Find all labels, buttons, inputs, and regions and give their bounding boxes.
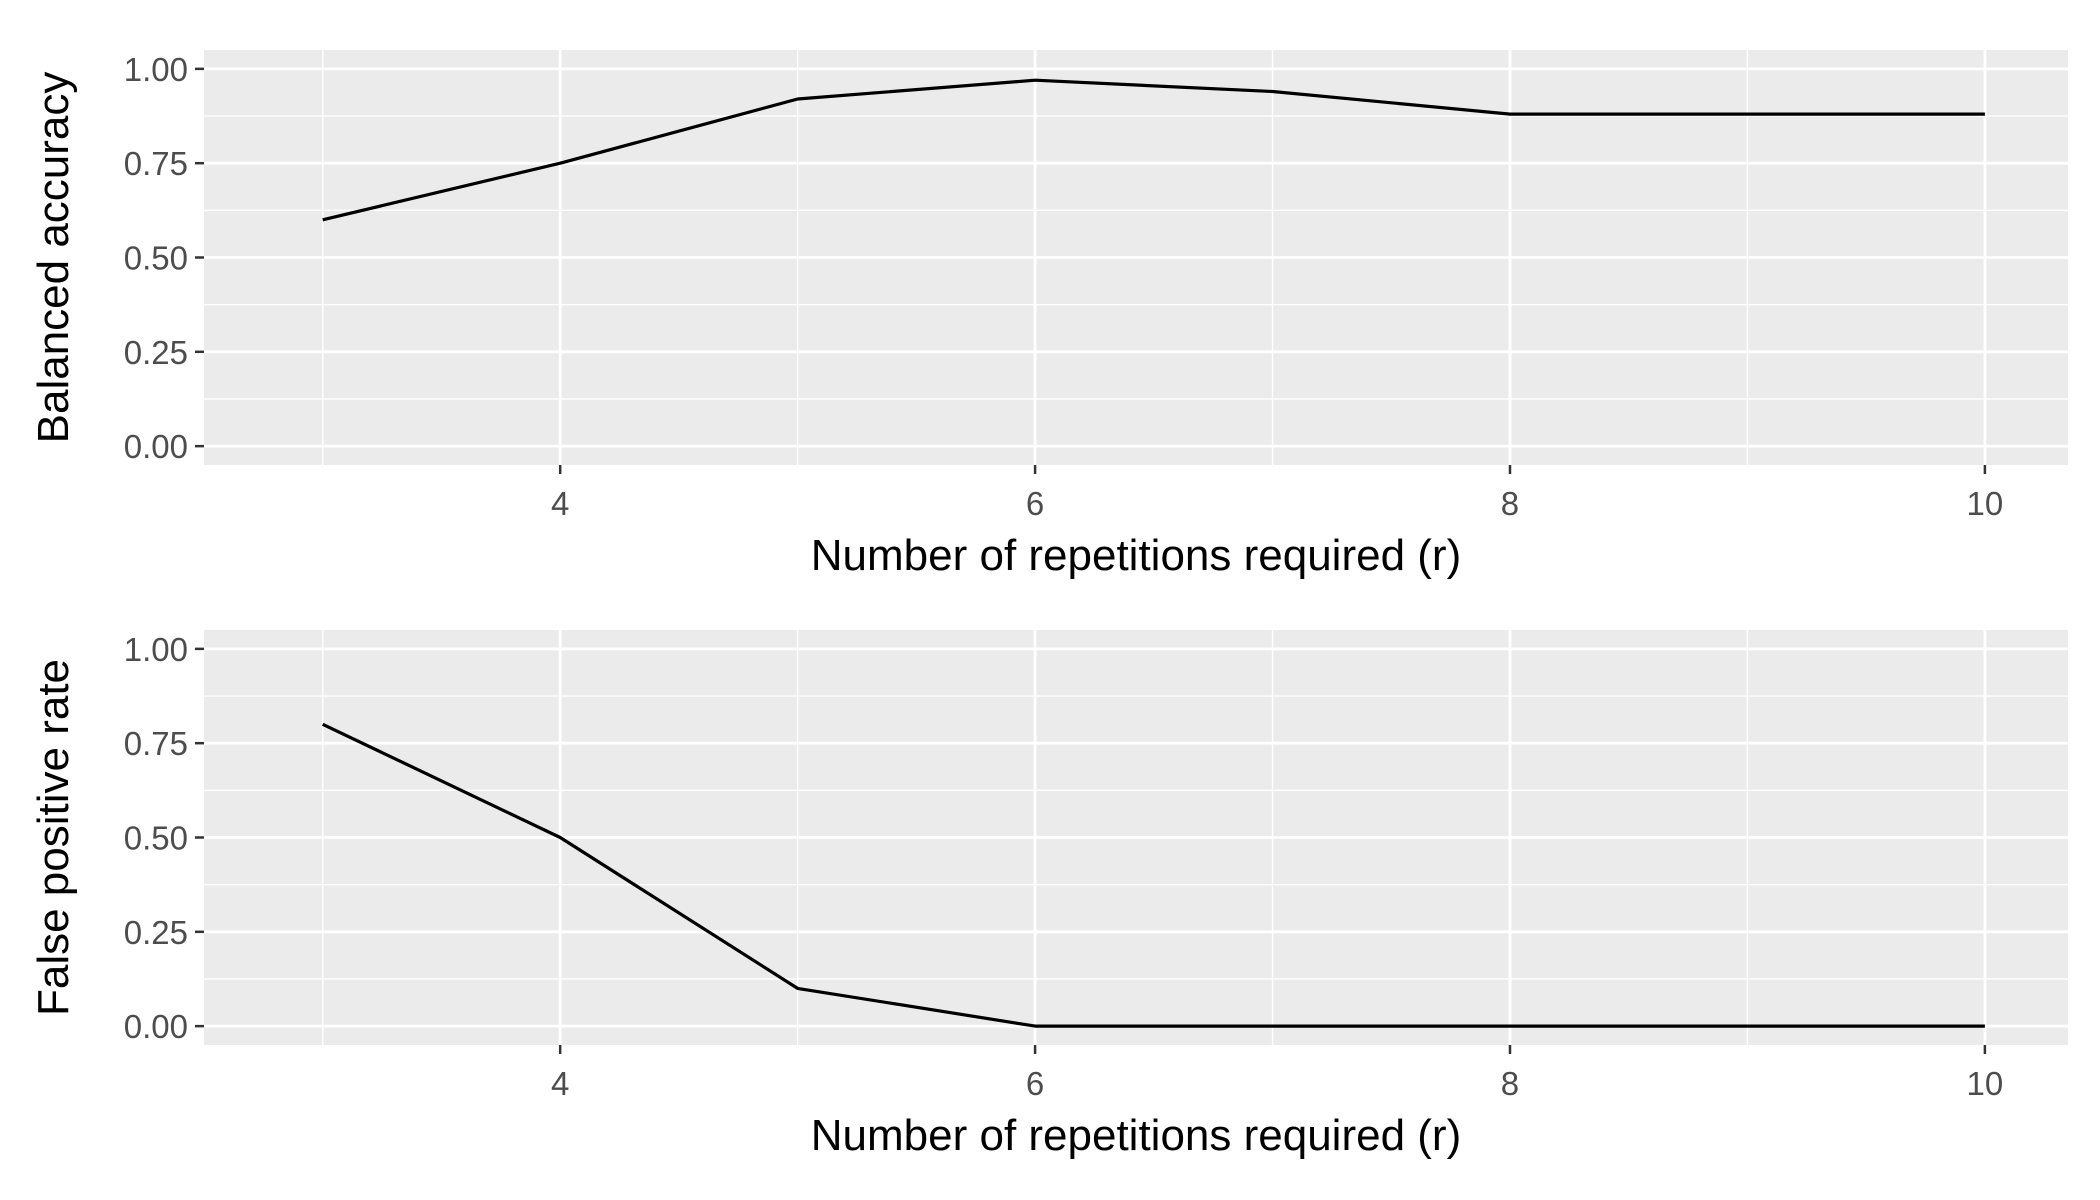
x-tick-label: 10 [1967,1065,2004,1102]
series-line [322,78,1985,222]
chart-panel-1: 0.00 0.25 0.50 0.75 1.00 4 6 8 10 Number of repet… [29,50,2068,580]
y-tick-label: 0.75 [124,725,188,762]
series-line [322,722,1985,1028]
y-tick-label: 1.00 [124,51,188,88]
x-tick-label: 8 [1501,485,1519,522]
chart-panel-2: 0.00 0.25 0.50 0.75 1.00 4 6 8 10 Number of repet… [29,630,2068,1160]
y-axis-title: Balanced accuracy [29,72,78,444]
x-tick-label: 6 [1026,485,1044,522]
x-axis-title: Number of repetitions required (r) [811,1111,1461,1160]
y-tick-label: 0.25 [124,334,188,371]
x-tick-label: 4 [551,485,569,522]
x-tick-label: 6 [1026,1065,1044,1102]
y-tick-label: 0.25 [124,914,188,951]
x-tick-label: 10 [1967,485,2004,522]
y-tick-label: 0.75 [124,145,188,182]
y-tick-label: 0.00 [124,428,188,465]
y-tick-label: 0.00 [124,1008,188,1045]
x-tick-label: 4 [551,1065,569,1102]
y-tick-label: 0.50 [124,240,188,277]
x-tick-label: 8 [1501,1065,1519,1102]
y-tick-label: 1.00 [124,631,188,668]
x-axis-title: Number of repetitions required (r) [811,531,1461,580]
y-axis-title: False positive rate [29,659,78,1016]
y-tick-label: 0.50 [124,820,188,857]
